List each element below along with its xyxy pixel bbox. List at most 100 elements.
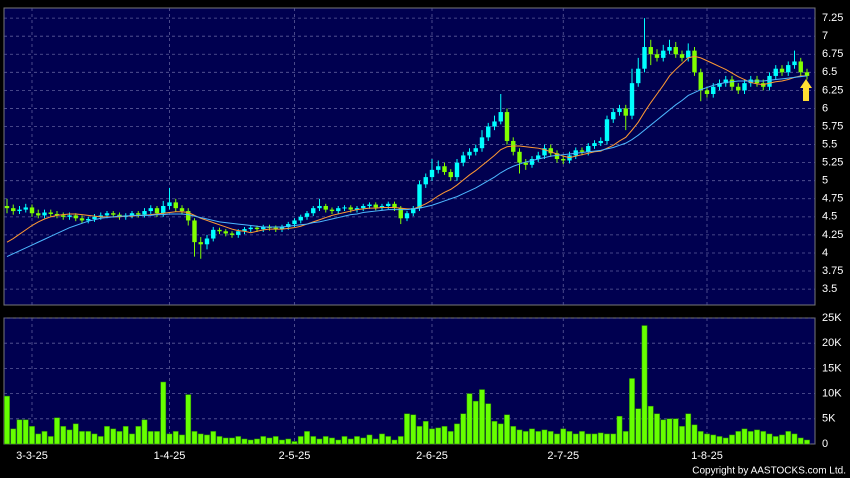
candle-body	[723, 79, 728, 84]
volume-bar	[354, 436, 360, 445]
volume-bar	[510, 426, 517, 445]
volume-bar	[635, 408, 642, 445]
candle-body	[398, 208, 403, 219]
candle-body	[417, 184, 422, 209]
volume-bar	[435, 427, 442, 445]
y-tick-label: 5.75	[822, 120, 843, 132]
candle-body	[248, 227, 253, 230]
candle-body	[779, 68, 785, 73]
volume-bar	[129, 433, 135, 445]
volume-bar	[410, 414, 417, 445]
candle-body	[423, 177, 428, 185]
volume-bar	[679, 426, 685, 445]
volume-bar	[529, 428, 535, 445]
candle-body	[379, 206, 385, 208]
candle-body	[23, 207, 28, 210]
volume-bar	[585, 433, 592, 445]
candle-body	[86, 219, 91, 221]
candle-body	[104, 213, 110, 216]
volume-bar	[210, 431, 217, 445]
candle-body	[492, 121, 497, 127]
volume-bar	[641, 325, 648, 445]
volume-bar	[241, 438, 248, 445]
volume-bar	[297, 436, 304, 445]
volume-bar	[597, 432, 604, 445]
candle-body	[629, 83, 635, 116]
volume-bar	[272, 436, 279, 445]
candle-body	[742, 83, 747, 91]
candle-body	[48, 212, 53, 214]
volume-bar	[660, 419, 667, 445]
candle-body	[242, 229, 247, 232]
candle-body	[404, 213, 410, 219]
y-tick-label: 0	[822, 438, 828, 450]
candle-body	[354, 208, 360, 210]
candle-body	[367, 204, 372, 206]
candle-body	[667, 47, 672, 51]
candle-body	[298, 216, 303, 221]
volume-bar	[741, 428, 748, 445]
volume-bar	[154, 431, 160, 445]
y-tick-label: 6.75	[822, 48, 843, 60]
y-tick-label: 25K	[822, 312, 842, 324]
candle-body	[429, 169, 435, 178]
candle-body	[261, 226, 266, 230]
volume-bar	[116, 431, 123, 445]
volume-bar	[216, 436, 223, 445]
volume-bar	[754, 429, 760, 445]
candle-body	[279, 226, 285, 230]
candle-body	[786, 65, 791, 73]
volume-bar	[716, 436, 723, 445]
candle-body	[61, 215, 66, 217]
volume-bar	[704, 433, 710, 445]
volume-bar	[710, 434, 717, 445]
volume-bar	[416, 426, 423, 445]
volume-bar	[204, 434, 210, 445]
candle-body	[292, 220, 297, 225]
x-tick-label: 2-5-25	[279, 450, 311, 462]
y-tick-label: 5	[822, 175, 828, 187]
volume-bar	[22, 419, 29, 445]
candle-body	[648, 47, 653, 55]
volume-bar	[610, 433, 617, 445]
volume-bar	[197, 433, 204, 445]
candle-body	[636, 68, 641, 84]
candle-body	[386, 203, 391, 206]
volume-bar	[41, 431, 48, 445]
volume-bar	[735, 431, 742, 445]
candle-body	[4, 206, 10, 209]
volume-bar	[341, 436, 348, 445]
volume-bar	[222, 437, 229, 445]
x-tick-label: 1-4-25	[154, 450, 186, 462]
volume-bar	[629, 378, 635, 445]
volume-bar	[397, 436, 404, 445]
candle-body	[592, 143, 597, 147]
candle-body	[604, 119, 610, 141]
candle-body	[92, 216, 97, 220]
candle-body	[17, 209, 22, 212]
candle-body	[348, 207, 353, 210]
candle-body	[73, 215, 78, 219]
volume-bar	[366, 434, 373, 445]
candle-body	[154, 208, 160, 214]
volume-bar	[166, 433, 173, 445]
candle-body	[698, 72, 703, 91]
candle-body	[373, 204, 378, 208]
y-tick-label: 3.5	[822, 283, 837, 295]
x-tick-label: 2-7-25	[547, 450, 579, 462]
volume-bar	[647, 405, 654, 445]
x-tick-label: 3-3-25	[16, 450, 48, 462]
candle-body	[586, 146, 591, 152]
candle-body	[561, 159, 566, 161]
volume-bar	[697, 431, 704, 445]
volume-bar	[622, 431, 629, 445]
y-tick-label: 6.25	[822, 84, 843, 96]
volume-bar	[266, 437, 273, 445]
volume-bar	[247, 439, 254, 445]
volume-bar	[160, 381, 167, 445]
x-tick-label: 2-6-25	[416, 450, 448, 462]
volume-bar	[110, 428, 117, 445]
volume-bar	[104, 426, 110, 445]
candle-body	[729, 79, 735, 87]
